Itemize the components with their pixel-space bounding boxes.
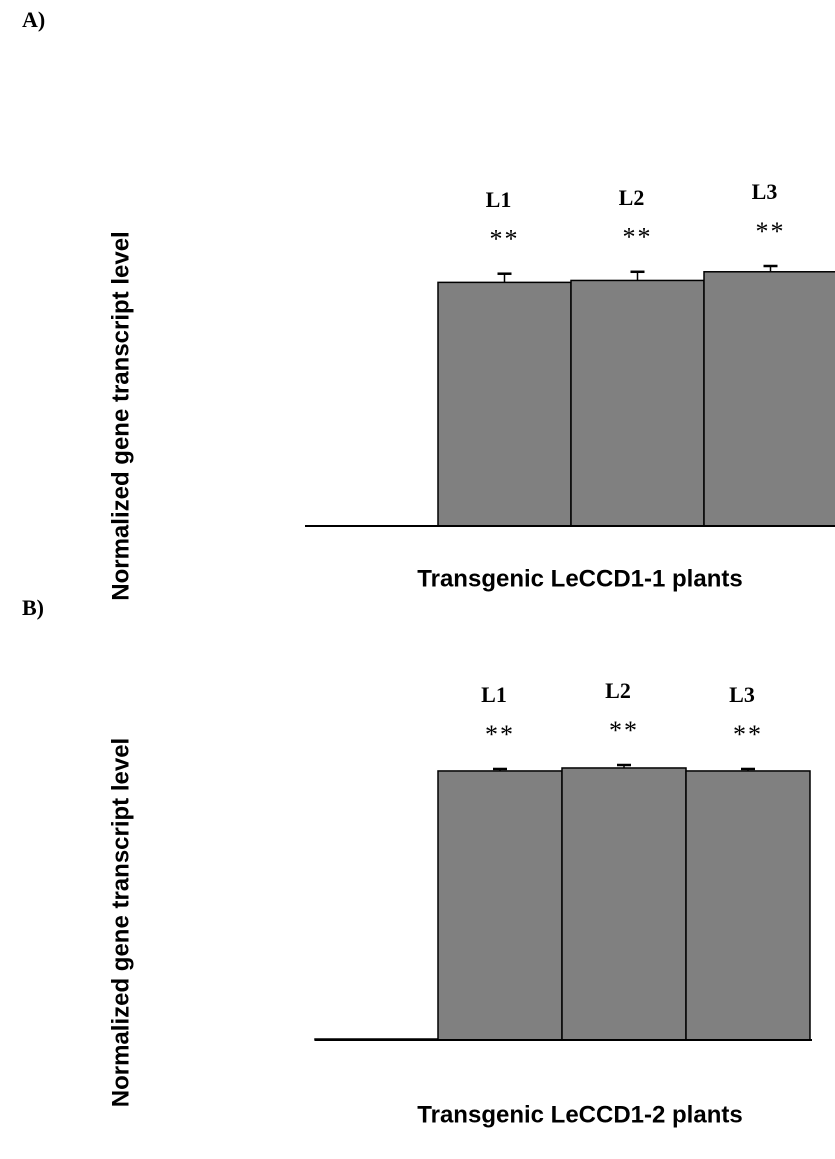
panel-label: B) [22,595,44,620]
significance-label: ** [490,225,520,254]
bar [437,281,572,527]
bar [570,279,705,527]
y-axis-label: Normalized gene transcript level [107,231,134,600]
significance-label: ** [733,720,763,749]
category-label: L3 [729,682,755,707]
significance-label: ** [485,720,515,749]
y-axis-label: Normalized gene transcript level [107,738,134,1107]
bar [703,271,835,527]
category-label: L2 [619,185,645,210]
bar [685,770,811,1041]
category-label: L1 [486,187,512,212]
x-axis-label: Transgenic LeCCD1-1 plants [417,565,742,592]
bar [437,770,563,1041]
significance-label: ** [623,223,653,252]
category-label: L3 [752,179,778,204]
category-label: L2 [605,678,631,703]
bar [561,767,687,1041]
panel-label: A) [22,7,45,32]
category-label: L1 [481,682,507,707]
x-axis-label: Transgenic LeCCD1-2 plants [417,1101,742,1128]
significance-label: ** [756,217,786,246]
significance-label: ** [609,716,639,745]
